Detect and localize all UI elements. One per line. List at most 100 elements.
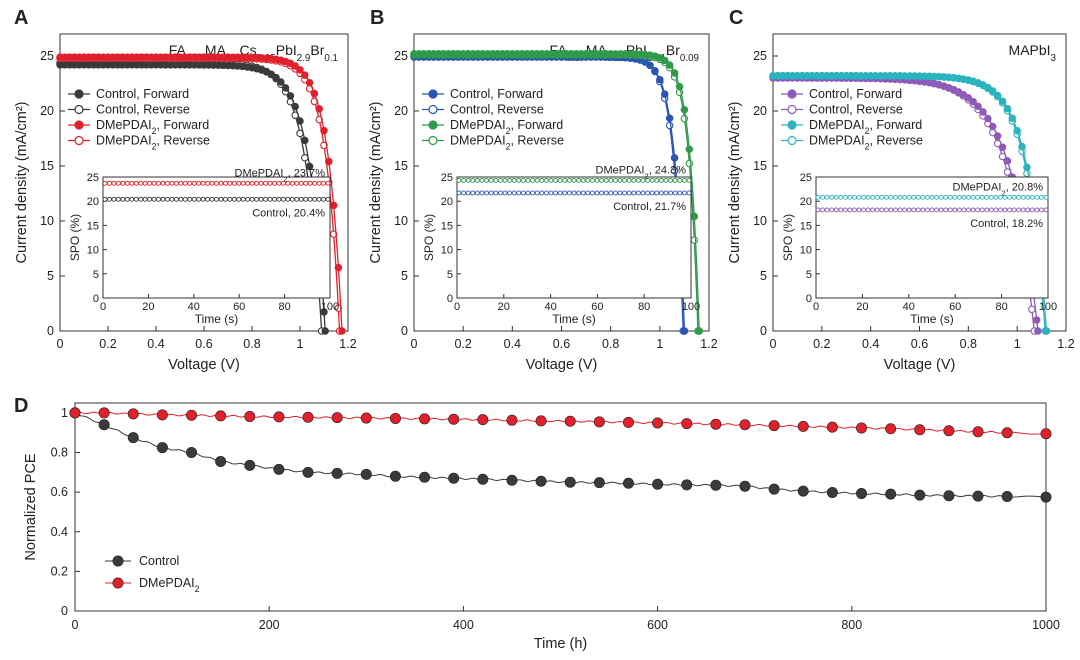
legend-label: Control, Forward bbox=[809, 87, 902, 101]
inset-data-point bbox=[525, 190, 531, 196]
inset-data-point bbox=[557, 190, 563, 196]
inset-data-point bbox=[294, 180, 300, 186]
inset-data-point bbox=[838, 194, 844, 200]
y-tick-label: 10 bbox=[753, 214, 767, 228]
legend-label: Control, Forward bbox=[450, 87, 543, 101]
x-tick-label: 0.6 bbox=[553, 337, 570, 351]
inset-y-tick-label: 15 bbox=[87, 220, 99, 232]
data-point bbox=[1008, 114, 1017, 122]
legend-label-part: , Reverse bbox=[869, 134, 923, 148]
inset-data-point bbox=[626, 190, 632, 196]
panel-letter: A bbox=[14, 7, 28, 29]
x-tick-label: 1.2 bbox=[1057, 337, 1074, 351]
data-point bbox=[710, 479, 722, 491]
inset-data-point bbox=[580, 177, 586, 183]
inset-x-tick-label: 40 bbox=[903, 301, 915, 313]
inset-data-point bbox=[1002, 194, 1008, 200]
data-point bbox=[670, 69, 679, 77]
inset: 0 20 40 60 80 100 0 5 10 15 20 25 Time (s) SPO (%) DMe… bbox=[68, 167, 339, 326]
data-point bbox=[885, 423, 897, 435]
inset-data-point bbox=[218, 196, 224, 202]
inset-data-point bbox=[622, 177, 628, 183]
data-point bbox=[127, 432, 139, 444]
data-point bbox=[646, 61, 654, 70]
inset-data-point bbox=[285, 196, 291, 202]
inset-data-point bbox=[865, 194, 871, 200]
inset-data-point bbox=[934, 194, 940, 200]
data-point bbox=[885, 488, 897, 500]
data-point bbox=[1032, 316, 1041, 324]
y-tick-label: 0.6 bbox=[51, 485, 68, 499]
data-point bbox=[277, 78, 285, 86]
inset-x-axis-label: Time (s) bbox=[910, 312, 954, 326]
inset-data-point bbox=[169, 180, 175, 186]
data-point bbox=[286, 92, 295, 100]
inset-data-point bbox=[984, 207, 990, 213]
data-point bbox=[301, 136, 309, 145]
inset-data-point bbox=[325, 196, 331, 202]
inset-data-point bbox=[316, 180, 322, 186]
inset-data-point bbox=[129, 196, 135, 202]
inset-data-point bbox=[865, 207, 871, 213]
data-point bbox=[334, 304, 343, 312]
inset-y-tick-label: 0 bbox=[93, 293, 99, 305]
inset-data-point bbox=[142, 180, 148, 186]
data-point bbox=[244, 410, 256, 422]
inset-data-point bbox=[102, 196, 108, 202]
data-point bbox=[156, 409, 168, 421]
y-tick-label: 0 bbox=[47, 324, 54, 338]
inset-annotation: Control, 21.7% bbox=[613, 201, 686, 213]
y-tick-label: 0 bbox=[61, 604, 68, 618]
inset-x-tick-label: 100 bbox=[1039, 301, 1057, 313]
inset-data-point bbox=[169, 196, 175, 202]
inset-y-tick-label: 25 bbox=[800, 172, 812, 184]
inset-data-point bbox=[833, 194, 839, 200]
inset-y-axis-label: SPO (%) bbox=[781, 214, 795, 261]
data-point bbox=[656, 75, 664, 84]
inset-data-point bbox=[102, 180, 108, 186]
inset-data-point bbox=[147, 196, 153, 202]
inset-data-point bbox=[847, 194, 853, 200]
legend-label-part: , Forward bbox=[156, 118, 209, 132]
inset-data-point bbox=[856, 194, 862, 200]
legend-label-part: DMePDAI bbox=[450, 134, 506, 148]
inset-data-point bbox=[906, 194, 912, 200]
inset-data-point bbox=[920, 207, 926, 213]
x-tick-label: 0 bbox=[57, 337, 64, 351]
data-point bbox=[670, 154, 679, 162]
data-point bbox=[768, 420, 780, 432]
legend-marker bbox=[787, 89, 797, 99]
inset-data-point bbox=[133, 180, 139, 186]
legend-marker bbox=[74, 120, 84, 130]
inset-data-point bbox=[594, 177, 600, 183]
inset-data-point bbox=[294, 196, 300, 202]
inset-data-point bbox=[236, 180, 242, 186]
inset-data-point bbox=[929, 194, 935, 200]
data-point bbox=[215, 455, 227, 467]
inset-data-point bbox=[129, 180, 135, 186]
data-point bbox=[972, 490, 984, 502]
y-tick-label: 15 bbox=[40, 159, 54, 173]
inset-data-point bbox=[227, 196, 233, 202]
legend-marker bbox=[428, 104, 438, 115]
data-point bbox=[1001, 491, 1013, 503]
data-point bbox=[296, 66, 304, 74]
inset-data-point bbox=[911, 194, 917, 200]
data-point bbox=[622, 416, 634, 428]
inset-data-point bbox=[993, 207, 999, 213]
inset-data-point bbox=[562, 177, 568, 183]
y-tick-label: 0.4 bbox=[51, 525, 68, 539]
inset-data-point bbox=[984, 194, 990, 200]
legend-label-part: DMePDAI bbox=[139, 576, 195, 590]
inset-data-point bbox=[815, 194, 821, 200]
x-tick-label: 0.6 bbox=[195, 337, 212, 351]
inset-data-point bbox=[553, 177, 559, 183]
data-point bbox=[681, 418, 693, 430]
data-point bbox=[943, 425, 955, 437]
inset-data-point bbox=[842, 207, 848, 213]
inset-x-axis-label: Time (s) bbox=[195, 312, 239, 326]
data-point bbox=[993, 132, 1002, 140]
inset-data-point bbox=[493, 177, 499, 183]
legend-label-part: 2 bbox=[506, 126, 511, 136]
